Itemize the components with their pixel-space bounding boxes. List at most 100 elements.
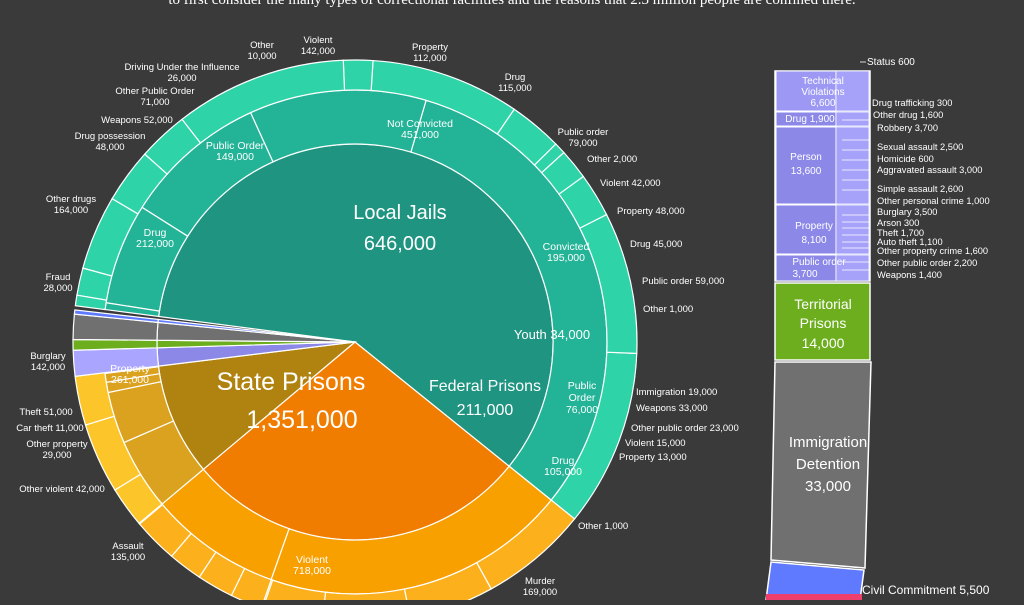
outer-label-20: Other property [26, 439, 87, 450]
sliver-pink-block [766, 594, 862, 600]
outer-label-2: Property [412, 42, 448, 53]
outer-state-2 [558, 175, 608, 229]
immigration-line1: Immigration [789, 434, 867, 451]
outer-label-12: Other Public Order [115, 86, 194, 97]
youth-sub-label-7: Other personal crime 1,000 [877, 196, 990, 206]
outer-label-25: Weapons 33,000 [636, 403, 708, 414]
youth-sub-label-2: Robbery 3,700 [877, 123, 938, 133]
civil-commitment-label: Civil Commitment 5,500 [862, 583, 990, 597]
youth-drug-label: Drug 1,900 [785, 114, 835, 125]
territorial-line1: Territorial [794, 296, 852, 312]
youth-label: Youth 34,000 [514, 327, 590, 342]
outer-label-value-1: 142,000 [301, 46, 335, 57]
outer-label-29: Other 1,000 [578, 521, 628, 532]
outer-label-10: Other 1,000 [643, 304, 693, 315]
outer-label-value-3: 115,000 [498, 83, 532, 94]
outer-label-value-0: 10,000 [247, 51, 276, 62]
outer-label-22: Assault [112, 541, 144, 552]
outer-state-8 [181, 59, 346, 144]
state-prisons-value: 1,351,000 [246, 406, 357, 434]
outer-label-13: Weapons 52,000 [101, 115, 173, 126]
outer-label-18: Theft 51,000 [19, 407, 72, 418]
outer-label-4: Public order [558, 127, 609, 138]
outer-label-0: Other [250, 40, 274, 51]
outer-label-8: Drug 45,000 [630, 239, 682, 250]
outer-label-value-16: 28,000 [43, 283, 72, 294]
outer-misc-1 [72, 338, 158, 351]
federal-prisons-value: 211,000 [457, 402, 514, 419]
youth-subblock-technical-violations [835, 70, 870, 112]
outer-label-26: Other public order 23,000 [631, 423, 739, 434]
youth-sub-label-9: Arson 300 [877, 218, 919, 228]
outer-label-7: Property 48,000 [617, 206, 685, 217]
outer-state-13 [74, 294, 108, 311]
mid-jails-convicted-name: Convicted [543, 241, 590, 253]
outer-state-10 [111, 153, 168, 215]
outer-label-value-2: 112,000 [413, 53, 447, 64]
youth-block-technical-violations [775, 70, 837, 112]
youth-sub-label-12: Other property crime 1,600 [877, 246, 988, 256]
youth-sub-label-10: Theft 1,700 [877, 228, 924, 238]
outer-label-1: Violent [304, 35, 333, 46]
youth-subblock-drug [835, 111, 870, 127]
youth-technical-value: 6,600 [810, 98, 835, 109]
outer-label-value-20: 29,000 [42, 450, 71, 461]
outer-label-value-22: 135,000 [111, 552, 145, 563]
mid-fed-drug-value: 105,000 [544, 466, 582, 478]
outer-label-11: Driving Under the Influence [124, 62, 239, 73]
outer-state-5 [496, 108, 557, 166]
state-prisons-label: State Prisons [217, 368, 366, 396]
local-jails-value: 646,000 [364, 233, 436, 255]
youth-block-person [775, 126, 837, 205]
outer-label-9: Public order 59,000 [642, 276, 724, 287]
mid-fed-public-order-name-2: Order [569, 392, 596, 404]
youth-sub-label-11: Auto theft 1,100 [877, 237, 943, 247]
mid-fed-drug-name: Drug [552, 455, 575, 467]
mid-jails-not-convicted-value: 451,000 [401, 129, 439, 141]
youth-person-value: 13,600 [791, 166, 822, 177]
youth-sub-label-8: Burglary 3,500 [877, 207, 937, 217]
mid-fed-public-order-value: 76,000 [566, 404, 598, 416]
immigration-line2: Detention [796, 456, 860, 473]
outer-label-value-11: 26,000 [167, 73, 196, 84]
outer-state-6 [370, 59, 516, 135]
youth-subblock-public-order [835, 254, 870, 282]
youth-public-order-label: Public order [792, 257, 846, 268]
outer-label-value-23: 169,000 [523, 587, 557, 598]
outer-label-27: Violent 15,000 [625, 438, 686, 449]
immigration-block [770, 361, 872, 569]
youth-subblock-property [835, 204, 870, 255]
youth-sub-label-4: Homicide 600 [877, 154, 934, 164]
federal-prisons-label: Federal Prisons [429, 378, 541, 395]
mid-state-property-value: 261,000 [111, 374, 149, 386]
territorial-block [774, 282, 871, 361]
territorial-line2: Prisons [800, 315, 847, 331]
mid-state-drug-value: 212,000 [136, 238, 174, 250]
mid-state-violent-name: Violent [296, 554, 328, 566]
mid-jails-not-convicted-name: Not Convicted [387, 118, 453, 130]
mid-state-drug-name: Drug [144, 227, 167, 239]
youth-sub-label-1: Other drug 1,600 [873, 110, 943, 120]
headline: to first consider the many types of corr… [168, 0, 856, 8]
mid-jails-convicted-value: 195,000 [547, 252, 585, 264]
outer-label-value-14: 48,000 [95, 142, 124, 153]
outer-label-value-12: 71,000 [140, 97, 169, 108]
outer-label-3: Drug [505, 72, 526, 83]
outer-misc-3 [73, 309, 159, 324]
youth-property-value: 8,100 [801, 235, 826, 246]
youth-sub-label-13: Other public order 2,200 [877, 258, 977, 268]
youth-sub-label-0: Drug trafficking 300 [872, 98, 952, 108]
youth-sub-label-5: Aggravated assault 3,000 [877, 165, 982, 175]
outer-state-9 [143, 118, 202, 175]
outer-label-21: Other violent 42,000 [19, 484, 105, 495]
youth-sub-label-14: Weapons 1,400 [877, 270, 942, 280]
youth-sub-label-6: Simple assault 2,600 [877, 184, 963, 194]
youth-sub-label-3: Sexual assault 2,500 [877, 142, 963, 152]
mid-state-public-order-value: 149,000 [216, 151, 254, 163]
outer-label-value-17: 142,000 [31, 362, 65, 373]
outer-state-1 [578, 213, 638, 355]
outer-state-4 [533, 143, 565, 174]
outer-label-5: Other 2,000 [587, 154, 637, 165]
local-jails-label: Local Jails [353, 202, 446, 224]
